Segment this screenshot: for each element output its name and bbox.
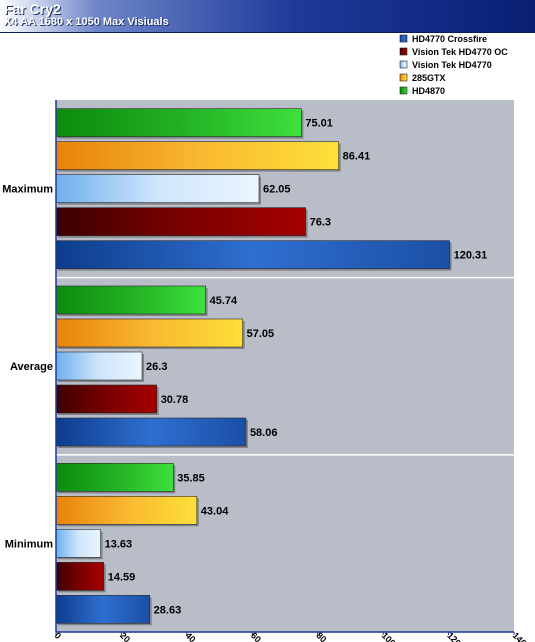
- bar-maximum-series-1: [55, 207, 306, 236]
- x-tick-label: 60: [249, 630, 263, 642]
- bar-average-series-4: [55, 285, 206, 315]
- data-label: 86.41: [343, 151, 371, 163]
- legend-label: Vision Tek HD4770: [412, 60, 492, 70]
- x-tick-label: 100: [380, 630, 398, 642]
- chart-title: Far Cry2: [4, 1, 61, 17]
- data-label: 35.85: [177, 472, 205, 484]
- data-label: 13.63: [105, 538, 133, 550]
- bar-maximum-series-2: [55, 174, 260, 203]
- legend-swatch: [399, 73, 408, 82]
- bar-minimum-series-3: [55, 496, 198, 525]
- category-label: Average: [10, 361, 53, 373]
- bar-maximum-series-3: [55, 141, 339, 170]
- data-label: 28.63: [154, 604, 182, 616]
- bar-average-series-2: [55, 351, 143, 381]
- data-label: 57.05: [247, 328, 275, 340]
- category-label: Minimum: [5, 538, 53, 550]
- bar-maximum-series-0: [55, 240, 450, 269]
- data-label: 76.3: [310, 217, 331, 229]
- bar-average-series-1: [55, 384, 157, 414]
- legend-swatch: [399, 86, 408, 95]
- bar-minimum-series-2: [55, 529, 101, 558]
- bar-average-series-0: [55, 417, 247, 447]
- legend-label: HD4770 Crossfire: [412, 34, 487, 44]
- bar-minimum-series-0: [55, 595, 150, 624]
- data-label: 75.01: [305, 118, 333, 130]
- legend-swatch: [399, 47, 408, 56]
- legend-label: Vision Tek HD4770 OC: [412, 47, 508, 57]
- x-tick-label: 120: [445, 630, 463, 642]
- data-label: 58.06: [250, 427, 278, 439]
- data-label: 26.3: [146, 361, 167, 373]
- data-label: 62.05: [263, 184, 291, 196]
- bar-maximum-series-4: [55, 108, 302, 137]
- data-label: 14.59: [108, 571, 136, 583]
- legend-swatch: [399, 34, 408, 43]
- bar-minimum-series-4: [55, 463, 174, 492]
- chart-header: Far Cry2 X4 AA 1680 x 1050 Max Visiuals: [0, 0, 535, 33]
- x-tick-label: 80: [314, 630, 328, 642]
- bar-minimum-series-1: [55, 562, 105, 591]
- bar-average-series-3: [55, 318, 243, 348]
- data-label: 43.04: [201, 505, 229, 517]
- x-tick-label: 0: [53, 630, 64, 641]
- data-label: 30.78: [161, 394, 189, 406]
- data-label: 45.74: [210, 295, 238, 307]
- legend-swatch: [399, 60, 408, 69]
- x-tick-label: 20: [118, 630, 132, 642]
- legend-label: HD4870: [412, 86, 445, 96]
- data-label: 120.31: [454, 250, 488, 262]
- category-label: Maximum: [2, 184, 53, 196]
- x-tick-label: 140: [511, 630, 529, 642]
- x-tick-label: 40: [183, 630, 197, 642]
- chart-subtitle: X4 AA 1680 x 1050 Max Visiuals: [4, 16, 169, 28]
- legend-label: 285GTX: [412, 73, 446, 83]
